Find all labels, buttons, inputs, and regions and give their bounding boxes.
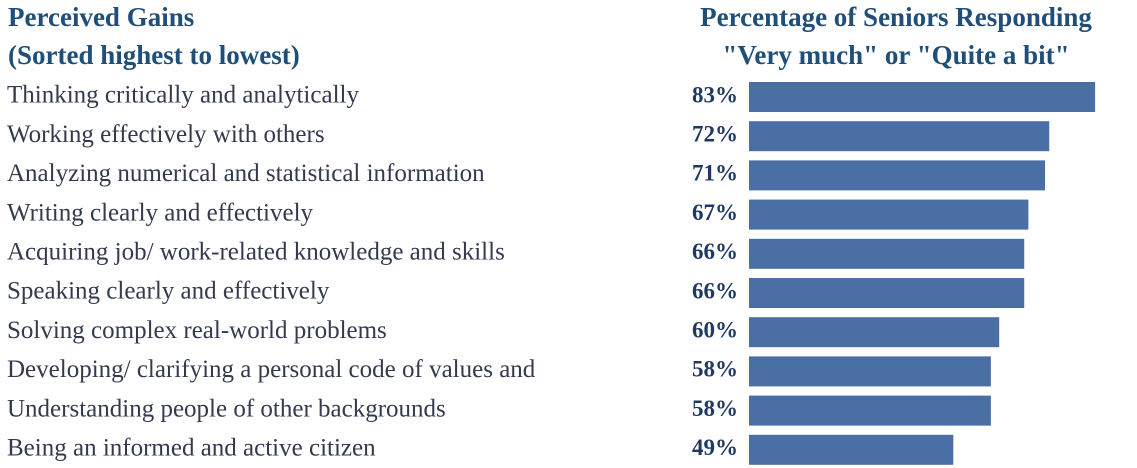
chart-title: Perceived Gains: [8, 2, 194, 32]
category-label: Acquiring job/ work-related knowledge an…: [7, 239, 505, 266]
category-label: Developing/ clarifying a personal code o…: [7, 356, 536, 383]
bar: [749, 434, 954, 465]
bar: [749, 121, 1050, 152]
value-subtitle: "Very much" or "Quite a bit": [722, 40, 1069, 70]
category-label: Being an informed and active citizen: [7, 435, 376, 462]
value-label: 66%: [692, 278, 738, 303]
bar: [749, 199, 1029, 230]
value-label: 71%: [692, 161, 738, 186]
category-label: Solving complex real-world problems: [7, 317, 387, 344]
category-label: Analyzing numerical and statistical info…: [7, 160, 485, 187]
value-label: 72%: [692, 121, 738, 146]
bar: [749, 278, 1025, 308]
bar: [749, 82, 1096, 112]
value-label: 58%: [692, 396, 738, 421]
bar: [749, 395, 991, 426]
bar: [749, 356, 991, 387]
bar: [749, 238, 1025, 269]
chart-subtitle: (Sorted highest to lowest): [8, 40, 300, 70]
category-label: Understanding people of other background…: [7, 395, 446, 422]
value-label: 58%: [692, 357, 738, 382]
value-label: 60%: [692, 317, 738, 342]
bar: [749, 317, 1000, 348]
value-title: Percentage of Seniors Responding: [700, 2, 1092, 32]
category-label: Working effectively with others: [7, 121, 325, 148]
value-label: 49%: [692, 435, 738, 460]
category-label: Speaking clearly and effectively: [7, 278, 330, 305]
category-label: Writing clearly and effectively: [7, 199, 314, 226]
bar: [749, 160, 1046, 191]
value-label: 66%: [692, 239, 738, 264]
value-label: 83%: [692, 82, 738, 107]
value-label: 67%: [692, 200, 738, 225]
category-label: Thinking critically and analytically: [7, 82, 359, 109]
